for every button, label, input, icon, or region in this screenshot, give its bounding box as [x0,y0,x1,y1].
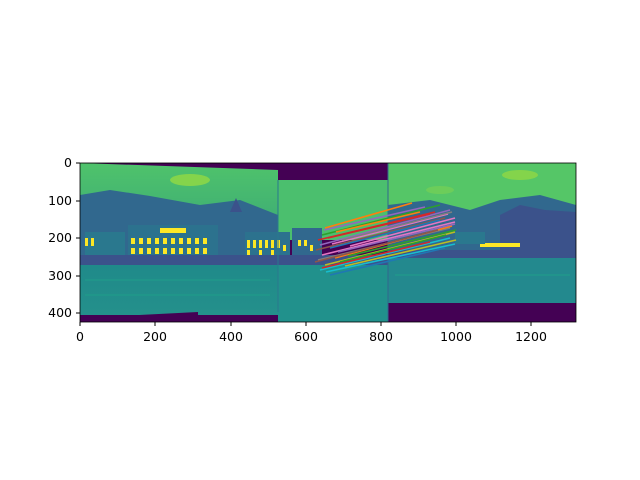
y-tick-label: 400 [48,305,72,320]
lake-water-left [80,265,278,315]
x-tick-label: 1200 [515,329,547,344]
church-dome [230,198,242,212]
cloud [502,170,538,180]
x-tick-label: 800 [369,329,393,344]
lake-water-right [388,258,576,303]
y-tick-label: 300 [48,268,72,283]
x-axis: 0 200 400 600 800 1000 1200 [76,322,547,344]
feature-match-lines [314,202,457,276]
y-tick-label: 200 [48,230,72,245]
x-tick-label: 0 [76,329,84,344]
axes-frame [79,162,577,323]
cloud [170,174,210,186]
x-tick-label: 1000 [440,329,472,344]
shore-detail-right [455,232,485,244]
right-image-bottom-gap [388,303,576,322]
x-tick-label: 600 [294,329,318,344]
y-tick-label: 100 [48,193,72,208]
left-image-bottom-gap [80,312,198,322]
lit-windows [85,228,313,256]
top-gap-middle [278,163,388,180]
yellow-shoreline-right [480,243,520,247]
x-tick-label: 200 [143,329,167,344]
y-tick-label: 0 [64,155,72,170]
y-axis: 0 100 200 300 400 [48,155,80,320]
cloud [426,186,454,194]
shoreline-left [80,255,388,265]
x-tick-label: 400 [219,329,243,344]
shoreline-right [388,250,576,258]
stitched-panorama-image [80,163,576,322]
trees-right [500,205,576,250]
